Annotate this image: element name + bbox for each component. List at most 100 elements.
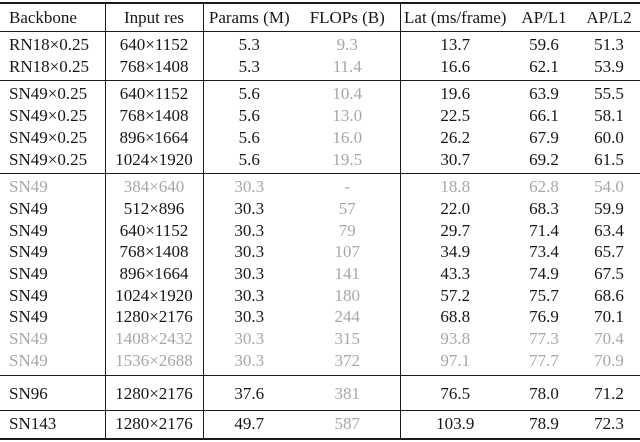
table-cell: 5.3 [238,35,260,54]
table-row: RN18×0.25 768×1408 5.3 11.4 16.6 62.1 53.9 [0,55,640,81]
table-row: SN49 768×1408 30.3 107 34.9 73.4 65.7 [0,241,640,264]
table-cell: 71.2 [594,383,624,403]
table-cell: 9.3 [295,31,401,56]
table-cell: 70.4 [594,329,624,349]
table-cell: RN18×0.25 [0,55,106,81]
header-flops: FLOPs (B) [295,3,401,32]
table-row: SN49×0.25 768×1408 5.6 13.0 22.5 66.1 58.1 [0,105,640,127]
table-cell: 640×1152 [105,80,204,106]
table-cell: 77.3 [529,329,559,349]
table-cell: 30.3 [234,350,265,370]
section-sn49x0-25: SN49×0.25 640×1152 5.6 10.4 19.6 63.9 55.5 SN49… [0,80,640,174]
table-cell: SN49 [0,241,106,264]
table-cell: SN96 [0,375,106,411]
table-cell: 76.5 [440,383,471,403]
table-cell: 63.4 [594,220,624,240]
table-cell: 372 [295,349,401,376]
table-cell: SN49 [0,263,106,285]
table-cell: 13.0 [295,105,401,127]
table-cell: 1024×1920 [105,148,204,174]
table-cell: 54.0 [594,177,624,197]
table-cell: 34.9 [440,242,471,262]
table-cell: 70.9 [594,350,624,370]
table-cell: 1024×1920 [105,284,204,307]
table-cell: SN49 [0,328,106,350]
table-cell: 640×1152 [105,219,204,242]
table-cell: 74.9 [529,264,559,284]
table-cell: 67.5 [594,264,624,284]
table-row: SN49×0.25 1024×1920 5.6 19.5 30.7 69.2 61.5 [0,148,640,174]
table-cell: 57 [295,197,401,220]
table-cell: 30.7 [440,149,471,169]
table-cell: 60.0 [594,127,624,147]
table-cell: 68.3 [529,198,559,218]
table-cell: 97.1 [440,350,471,370]
table-cell: 5.6 [238,127,260,147]
table-cell: 180 [295,284,401,307]
header-ap-l1: AP/L1 [521,8,567,27]
table-cell: 768×1408 [105,55,204,81]
table-cell: SN49 [0,219,106,242]
table-cell: 384×640 [105,173,204,198]
table-row: RN18×0.25 640×1152 5.3 9.3 13.7 59.6 51.3 [0,31,640,56]
table-cell: SN49 [0,197,106,220]
table-cell: 68.8 [440,307,471,327]
table-cell: - [295,173,401,198]
table-cell: 59.6 [529,35,559,54]
table-cell: 78.9 [529,414,559,434]
table-cell: 26.2 [440,127,471,147]
table-cell: 896×1664 [105,263,204,285]
table-cell: 62.8 [529,177,559,197]
table-row: SN49 896×1664 30.3 141 43.3 74.9 67.5 [0,263,640,285]
table-cell: 63.9 [529,84,559,104]
table-cell: 30.3 [234,285,265,305]
table-cell: 1408×2432 [105,328,204,350]
table-cell: 1536×2688 [105,349,204,376]
table-cell: 30.3 [234,264,265,284]
table-row: SN143 1280×2176 49.7 587 103.9 78.9 72.3 [0,410,640,439]
table-cell: 37.6 [234,383,265,403]
table-cell: 896×1664 [105,126,204,149]
table-cell: 141 [295,263,401,285]
table-row: SN49 1408×2432 30.3 315 93.8 77.3 70.4 [0,328,640,350]
table-cell: 16.0 [295,126,401,149]
table-cell: 77.7 [529,350,559,370]
table-row: SN49 640×1152 30.3 79 29.7 71.4 63.4 [0,219,640,242]
table-cell: 19.5 [295,148,401,174]
table-cell: SN49 [0,349,106,376]
table-cell: SN143 [0,410,106,439]
table-cell: 5.3 [238,56,260,76]
table-cell: 78.0 [529,383,559,403]
table-cell: 244 [295,306,401,329]
table-cell: 55.5 [594,84,624,104]
table-cell: SN49×0.25 [0,126,106,149]
table-cell: 1280×2176 [105,306,204,329]
table-cell: 65.7 [594,242,624,262]
table-cell: 107 [295,241,401,264]
table-cell: 58.1 [594,106,624,126]
table-cell: 30.3 [234,220,265,240]
table-cell: 68.6 [594,285,624,305]
table-cell: RN18×0.25 [0,31,106,56]
table-cell: 640×1152 [105,31,204,56]
table-cell: 66.1 [529,106,559,126]
table-cell: 76.9 [529,307,559,327]
table-cell: 5.6 [238,149,260,169]
header-backbone: Backbone [0,3,106,32]
table-row: SN49 384×640 30.3 - 18.8 62.8 54.0 [0,173,640,198]
table-header: Backbone Input res Params (M) FLOPs (B) … [0,3,640,32]
table-cell: 19.6 [440,84,471,104]
table-row: SN49 1536×2688 30.3 372 97.1 77.7 70.9 [0,349,640,376]
table-cell: 71.4 [529,220,559,240]
table-cell: 1280×2176 [105,375,204,411]
table-cell: 51.3 [594,35,624,54]
table-cell: 79 [295,219,401,242]
table-cell: 30.3 [234,177,265,197]
table-cell: 72.3 [594,414,624,434]
table-cell: 768×1408 [105,241,204,264]
table-row: SN49 1024×1920 30.3 180 57.2 75.7 68.6 [0,284,640,307]
table-cell: 59.9 [594,198,624,218]
section-sn49: SN49 384×640 30.3-18.8 62.8 54.0 SN49 512×896 3… [0,173,640,376]
